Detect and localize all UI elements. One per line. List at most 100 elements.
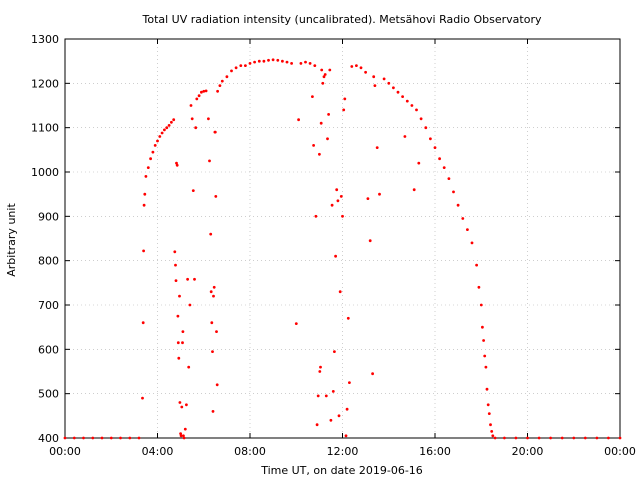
- data-point: [466, 228, 469, 232]
- data-point: [311, 95, 314, 98]
- data-point: [197, 94, 201, 98]
- data-point: [401, 95, 404, 98]
- data-point: [595, 436, 599, 440]
- data-point: [267, 58, 270, 62]
- data-point: [484, 365, 488, 369]
- x-tick-label: 16:00: [419, 445, 451, 458]
- data-point: [318, 370, 322, 373]
- data-point: [491, 434, 495, 438]
- data-point: [572, 436, 576, 440]
- data-point: [257, 59, 261, 63]
- data-point: [337, 414, 341, 418]
- data-point: [304, 60, 307, 64]
- data-point: [493, 436, 497, 440]
- data-point: [316, 394, 320, 398]
- chart-title: Total UV radiation intensity (uncalibrat…: [142, 13, 542, 26]
- data-point: [483, 354, 487, 358]
- data-point: [359, 66, 363, 70]
- data-point: [321, 81, 325, 85]
- data-point: [537, 436, 541, 440]
- data-point: [294, 322, 298, 325]
- y-tick-label: 600: [38, 343, 59, 356]
- data-point: [189, 104, 193, 107]
- data-point: [526, 436, 529, 440]
- data-point: [313, 64, 317, 67]
- data-point: [109, 436, 113, 440]
- data-point: [560, 436, 564, 440]
- data-point: [156, 139, 159, 143]
- data-point: [190, 117, 194, 121]
- data-point: [181, 330, 185, 333]
- data-point: [178, 401, 182, 404]
- data-point: [200, 90, 203, 94]
- data-point: [607, 436, 610, 440]
- data-point: [230, 69, 233, 73]
- data-point: [149, 157, 153, 161]
- data-point: [137, 436, 141, 440]
- data-point: [141, 396, 144, 400]
- data-point: [151, 150, 155, 154]
- x-axis-label: Time UT, on date 2019-06-16: [260, 464, 423, 477]
- data-point: [144, 175, 148, 178]
- data-point: [100, 436, 104, 440]
- data-point: [172, 118, 176, 122]
- data-point: [489, 423, 492, 427]
- data-point: [182, 434, 185, 438]
- data-point: [336, 199, 340, 203]
- data-point: [433, 146, 437, 150]
- data-point: [209, 290, 213, 294]
- data-point: [618, 436, 622, 440]
- y-tick-label: 700: [38, 299, 59, 312]
- data-point: [285, 60, 289, 64]
- data-point: [160, 131, 164, 135]
- data-point: [371, 372, 374, 376]
- data-point: [225, 75, 229, 79]
- data-point: [452, 190, 455, 194]
- data-point: [216, 89, 220, 93]
- data-point: [202, 89, 206, 93]
- data-point: [338, 290, 342, 294]
- data-point: [330, 203, 334, 207]
- y-axis: 400 500 600 700 800 900 1000 1100 1200 1300: [31, 33, 620, 445]
- data-point: [142, 249, 146, 253]
- data-point: [179, 432, 183, 435]
- data-point: [220, 79, 224, 83]
- data-point: [382, 77, 386, 81]
- data-point: [477, 285, 481, 289]
- data-point: [213, 130, 217, 134]
- data-point: [176, 341, 180, 345]
- data-point: [142, 203, 146, 207]
- data-point: [447, 177, 451, 181]
- data-point: [281, 59, 284, 63]
- data-point: [514, 436, 518, 440]
- data-point: [262, 59, 266, 63]
- data-point: [167, 124, 171, 127]
- data-point: [178, 294, 181, 298]
- data-point: [392, 86, 395, 90]
- data-point: [334, 254, 337, 258]
- y-tick-label: 400: [38, 432, 59, 445]
- data-point: [182, 436, 186, 440]
- data-point: [177, 356, 181, 360]
- data-point: [165, 126, 169, 130]
- y-tick-label: 900: [38, 210, 59, 223]
- data-point: [372, 75, 376, 79]
- data-point: [326, 137, 329, 141]
- data-point: [487, 412, 491, 415]
- data-point: [186, 277, 190, 281]
- x-tick-label: 12:00: [327, 445, 359, 458]
- data-point: [175, 161, 178, 165]
- data-point: [342, 108, 346, 112]
- data-point: [212, 285, 216, 289]
- x-axis: 00:00 04:00 08:00 12:00 16:00 20:00 00:00: [49, 39, 636, 458]
- data-point: [212, 294, 215, 298]
- data-point: [335, 188, 339, 192]
- data-point: [318, 152, 321, 156]
- data-point: [72, 436, 76, 440]
- data-point: [331, 390, 335, 393]
- data-point: [583, 436, 587, 440]
- data-point: [253, 60, 256, 64]
- data-point: [271, 58, 275, 62]
- data-point: [348, 381, 351, 384]
- data-point: [320, 68, 324, 72]
